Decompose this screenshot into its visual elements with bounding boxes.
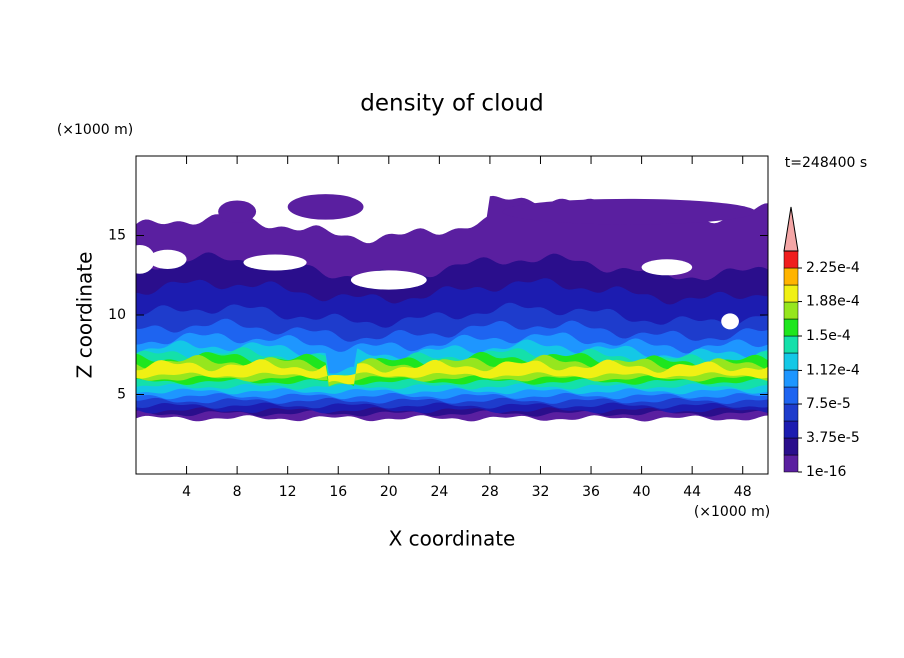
colorbar-label: 7.5e-5 (806, 396, 851, 412)
colorbar-band (783, 335, 799, 354)
y-axis-title: Z coordinate (73, 252, 97, 379)
cloud-gap (148, 249, 187, 269)
colorbar-band (783, 318, 799, 337)
colorbar-band (783, 352, 799, 371)
y-tick-label: 10 (108, 307, 126, 323)
cloud-blob (502, 198, 756, 225)
cloud-gap (350, 270, 427, 290)
colorbar-band (783, 420, 799, 439)
colorbar-band (783, 267, 799, 286)
colorbar-band (783, 369, 799, 388)
x-tick-label: 32 (532, 484, 550, 500)
x-unit: (×1000 m) (694, 504, 770, 520)
colorbar-band (783, 284, 799, 303)
x-tick-label: 12 (279, 484, 297, 500)
x-tick-label: 44 (683, 484, 701, 500)
colorbar-label: 1e-16 (806, 464, 846, 480)
chart-title: density of cloud (360, 91, 543, 117)
x-tick-label: 40 (633, 484, 651, 500)
contour-band (136, 359, 768, 385)
colorbar-band (783, 386, 799, 405)
colorbar-band (783, 454, 799, 473)
colorbar-label: 2.25e-4 (806, 260, 860, 276)
x-axis-title: X coordinate (389, 527, 516, 551)
y-tick-label: 15 (108, 228, 126, 244)
colorbar-label: 1.12e-4 (806, 362, 860, 378)
colorbar-band (783, 403, 799, 422)
colorbar-extend (783, 206, 799, 252)
y-tick-label: 5 (117, 387, 126, 403)
x-tick-label: 16 (329, 484, 347, 500)
y-unit: (×1000 m) (57, 122, 133, 138)
cloud-blob (218, 200, 257, 223)
contour-field (136, 194, 768, 422)
annotation: t=248400 s (785, 155, 867, 171)
x-tick-label: 28 (481, 484, 499, 500)
colorbar-label: 1.88e-4 (806, 294, 860, 310)
x-tick-label: 8 (233, 484, 242, 500)
cloud-blob (287, 194, 364, 220)
colorbar-band (783, 301, 799, 320)
x-tick-label: 4 (182, 484, 191, 500)
x-tick-label: 24 (430, 484, 448, 500)
cloud-gap (243, 254, 307, 271)
colorbar-label: 3.75e-5 (806, 430, 860, 446)
colorbar-label: 1.5e-4 (806, 328, 851, 344)
colorbar-band (783, 437, 799, 456)
x-tick-label: 48 (734, 484, 752, 500)
cloud-gap (641, 259, 693, 276)
x-tick-label: 20 (380, 484, 398, 500)
colorbar-band (783, 250, 799, 269)
cloud-gap (721, 313, 739, 330)
cloud-blob (136, 244, 155, 274)
x-tick-label: 36 (582, 484, 600, 500)
